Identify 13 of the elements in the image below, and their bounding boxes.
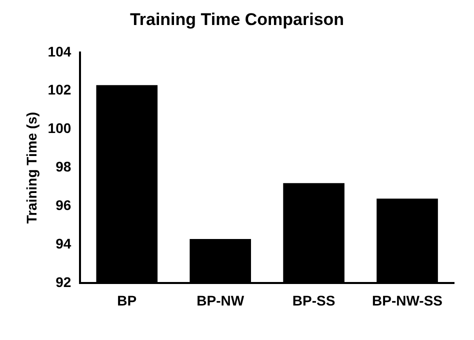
y-tick-label: 92 <box>56 274 72 290</box>
y-tick-label: 102 <box>48 82 72 98</box>
y-tick-label: 94 <box>56 236 72 252</box>
x-tick-label: BP-NW <box>196 292 245 308</box>
y-tick-label: 96 <box>56 197 72 214</box>
y-tick-label: 104 <box>48 43 72 60</box>
x-tick-label: BP <box>117 292 137 308</box>
y-tick-label: 98 <box>56 158 72 175</box>
y-tick-label: 100 <box>48 120 72 136</box>
x-tick-label: BP-SS <box>292 292 336 308</box>
x-tick-label: BP-NW-SS <box>372 292 443 308</box>
y-axis-title: Training Time (s) <box>23 112 40 224</box>
chart-title: Training Time Comparison <box>130 10 344 29</box>
